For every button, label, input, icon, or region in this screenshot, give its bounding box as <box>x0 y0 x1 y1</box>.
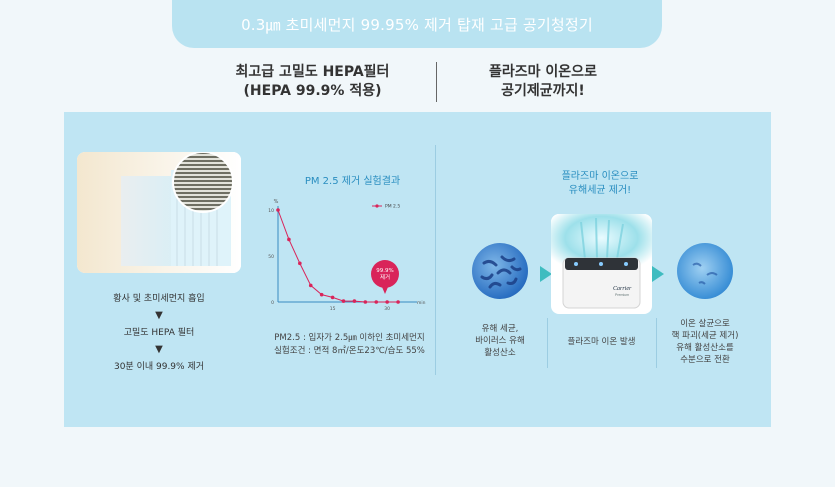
caption-result-line-2: 핵 파괴(세균 제거) <box>671 331 739 341</box>
caption-bacteria: 유해 세균, 바이러스 유해 활성산소 <box>467 323 533 359</box>
caption-result-line-3: 유해 활성산소를 <box>676 343 734 353</box>
callout-bubble <box>371 260 399 288</box>
chart-callout: 99.9%제거 <box>371 260 399 294</box>
callout-label: 제거 <box>380 273 390 281</box>
x-axis-unit: min <box>417 300 426 306</box>
caption-divider <box>547 318 548 368</box>
plasma-title: 플라즈마 이온으로 유해세균 제거! <box>540 170 660 198</box>
data-point <box>276 208 280 212</box>
caption-result: 이온 살균으로 핵 파괴(세균 제거) 유해 활성산소를 수분으로 전환 <box>662 318 748 366</box>
chart-note-line-2: 실험조건 : 면적 8㎡/온도23℃/습도 55% <box>274 346 425 356</box>
chart-axes <box>277 206 417 303</box>
sterilized-cell-illustration <box>692 262 718 285</box>
arrow-right-icon <box>652 266 664 282</box>
plasma-title-line-1: 플라즈마 이온으로 <box>561 171 639 182</box>
caption-result-line-1: 이온 살균으로 <box>680 319 730 329</box>
series-line <box>277 209 399 303</box>
data-point <box>374 300 379 304</box>
data-point <box>298 261 302 266</box>
chart-legend: PM 2.5 <box>372 204 400 210</box>
data-point <box>308 283 313 288</box>
callout-pointer <box>382 287 388 294</box>
chart-note-line-1: PM2.5 : 입자가 2.5㎛ 이하인 초미세먼지 <box>274 333 425 343</box>
chart-note: PM2.5 : 입자가 2.5㎛ 이하인 초미세먼지 실험조건 : 면적 8㎡/… <box>262 332 437 358</box>
hepa-filter-image <box>77 152 241 273</box>
down-arrow-icon: ▼ <box>155 344 163 355</box>
banner-title: 0.3㎛ 초미세먼지 99.95% 제거 탑재 고급 공기청정기 <box>241 15 593 34</box>
plasma-heading-line-1: 플라즈마 이온으로 <box>489 64 597 80</box>
heading-divider <box>436 62 437 102</box>
data-point <box>341 299 346 303</box>
bacteria-icon <box>472 243 528 299</box>
caption-divider <box>656 318 657 368</box>
data-point <box>287 237 291 242</box>
chart-ticks: %10 50 0 15 30 min <box>268 199 425 312</box>
hepa-heading-line-2: (HEPA 99.9% 적용) <box>243 83 382 99</box>
pm25-chart: %10 50 0 15 30 min PM 2.5 99.9%제거 <box>268 199 425 312</box>
y-tick-label: 50 <box>268 254 274 260</box>
top-banner: 0.3㎛ 초미세먼지 99.95% 제거 탑재 고급 공기청정기 <box>172 0 662 48</box>
x-tick-label: 15 <box>330 306 336 312</box>
chart-title: PM 2.5 제거 실험결과 <box>304 176 401 187</box>
plasma-heading-line-2: 공기제균까지! <box>501 83 585 99</box>
data-point <box>396 300 400 304</box>
legend-label: PM 2.5 <box>385 204 400 210</box>
bacteria-illustration <box>480 255 522 289</box>
hepa-heading: 최고급 고밀도 HEPA필터 (HEPA 99.9% 적용) <box>215 63 410 101</box>
y-tick-label: 0 <box>271 300 274 306</box>
panel-divider <box>435 145 436 375</box>
hepa-filter-illustration <box>77 152 241 273</box>
data-point <box>363 300 368 304</box>
hepa-heading-line-1: 최고급 고밀도 HEPA필터 <box>235 64 390 80</box>
caption-result-line-4: 수분으로 전환 <box>680 355 730 365</box>
caption-bacteria-line-2: 바이러스 유해 <box>475 336 525 346</box>
plasma-title-line-2: 유해세균 제거! <box>568 185 632 196</box>
legend-marker <box>375 204 379 208</box>
device-sub: Premium <box>615 293 629 297</box>
data-point <box>319 292 324 297</box>
data-point <box>352 299 357 303</box>
device-brand: Carrier <box>613 286 632 292</box>
data-point <box>385 300 389 304</box>
data-point <box>330 295 335 300</box>
purifier-image: Carrier Premium <box>551 214 652 314</box>
plasma-heading: 플라즈마 이온으로 공기제균까지! <box>463 63 623 101</box>
caption-plasma: 플라즈마 이온 발생 <box>567 337 636 347</box>
filter-step-2: 고밀도 HEPA 필터 <box>123 328 195 338</box>
chart-series <box>276 208 400 304</box>
filter-step-1: 황사 및 초미세먼지 흡입 <box>113 294 205 304</box>
purifier-illustration: Carrier Premium <box>551 214 652 309</box>
sterilized-cell-icon <box>677 243 733 299</box>
arrow-right-icon <box>540 266 552 282</box>
y-axis-unit: % <box>274 199 279 205</box>
callout-value: 99.9% <box>376 268 393 274</box>
caption-bacteria-line-3: 활성산소 <box>484 348 516 358</box>
y-tick-label: 10 <box>268 208 274 214</box>
down-arrow-icon: ▼ <box>155 310 163 321</box>
filter-step-3: 30분 이내 99.9% 제거 <box>113 362 205 372</box>
x-tick-label: 30 <box>384 306 390 312</box>
caption-bacteria-line-1: 유해 세균, <box>481 324 519 334</box>
filter-steps: 황사 및 초미세먼지 흡입 ▼ 고밀도 HEPA 필터 ▼ 30분 이내 99.… <box>77 292 241 374</box>
